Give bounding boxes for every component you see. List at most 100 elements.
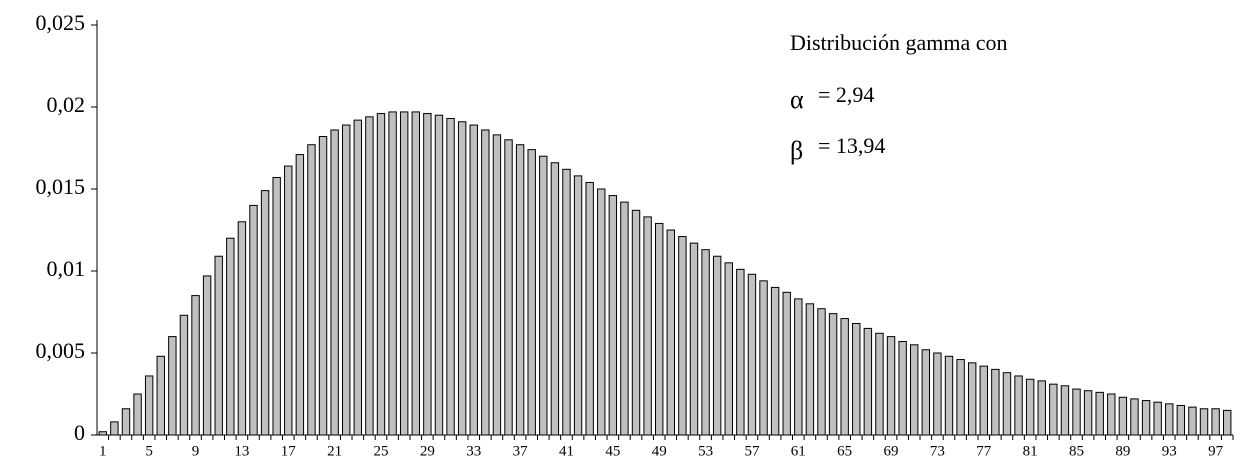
x-tick-label: 9 (192, 443, 200, 459)
bar (724, 262, 733, 436)
y-tick-label: 0,005 (36, 338, 86, 363)
bar (678, 236, 687, 436)
bar (249, 204, 258, 436)
x-tick-label: 81 (1023, 443, 1038, 459)
x-tick-label: 41 (559, 443, 574, 459)
bar (979, 365, 988, 436)
x-tick-label: 13 (234, 443, 249, 459)
bar (828, 313, 838, 436)
x-tick-label: 1 (99, 443, 107, 459)
bar (597, 188, 606, 436)
bar (1130, 398, 1139, 436)
bar (666, 229, 676, 436)
bar (840, 318, 849, 436)
bar (202, 275, 212, 436)
bar (562, 168, 571, 436)
bar (991, 368, 1000, 436)
bar (179, 314, 189, 436)
bar (794, 298, 803, 436)
x-tick-label: 49 (652, 443, 667, 459)
bar (1141, 400, 1151, 436)
bar (712, 255, 722, 436)
bar (121, 408, 131, 436)
bar (446, 117, 455, 436)
x-tick-label: 97 (1208, 443, 1224, 459)
bar (1107, 393, 1116, 436)
bar (399, 111, 409, 436)
bar (817, 308, 826, 436)
bar (353, 119, 363, 436)
bar (898, 341, 907, 436)
annotation: β (790, 136, 803, 165)
annotation: = 2,94 (818, 82, 874, 107)
bar (318, 136, 328, 436)
bar (295, 154, 305, 436)
bar (515, 144, 525, 436)
y-tick-label: 0,015 (36, 174, 86, 199)
x-tick-label: 45 (605, 443, 620, 459)
bar (388, 111, 397, 436)
bar (770, 286, 780, 436)
x-tick-label: 65 (837, 443, 852, 459)
x-tick-label: 53 (698, 443, 713, 459)
bar (1072, 388, 1081, 436)
bar (504, 139, 513, 436)
bar (423, 113, 432, 436)
bar (260, 190, 270, 436)
x-tick-label: 57 (744, 443, 760, 459)
bar (1176, 404, 1186, 436)
bar (492, 134, 502, 436)
x-tick-label: 89 (1115, 443, 1130, 459)
bar (1037, 380, 1046, 436)
x-tick-label: 5 (145, 443, 153, 459)
bar (1002, 372, 1012, 436)
bar (1211, 408, 1220, 436)
y-tick-label: 0,02 (47, 92, 86, 117)
bar (689, 242, 699, 436)
bar (736, 268, 745, 436)
bar (573, 175, 583, 436)
bar (654, 222, 664, 436)
bar (967, 362, 977, 436)
bar (110, 421, 119, 436)
bar (1049, 383, 1058, 436)
bar (1118, 396, 1128, 436)
x-tick-label: 69 (884, 443, 899, 459)
bar (1199, 408, 1209, 436)
bar (365, 116, 374, 436)
bar (539, 155, 548, 436)
bar (585, 181, 594, 436)
annotation: Distribución gamma con (790, 30, 1008, 55)
bar (191, 295, 200, 436)
bar (886, 336, 896, 436)
bar (933, 352, 942, 436)
bar (620, 201, 629, 436)
bar (550, 162, 560, 436)
bar (1165, 403, 1174, 436)
bar (226, 237, 235, 436)
bar (805, 303, 815, 436)
bar (156, 355, 165, 436)
bar (910, 344, 919, 436)
x-tick-label: 85 (1069, 443, 1084, 459)
bar (944, 355, 954, 436)
bar (527, 149, 536, 436)
bar (481, 129, 490, 436)
bar (342, 124, 351, 436)
y-tick-label: 0,01 (47, 256, 86, 281)
bar (272, 177, 281, 436)
bar (921, 349, 931, 436)
bar (747, 273, 757, 436)
bar (469, 124, 478, 436)
bar (1153, 401, 1162, 436)
bar (1188, 406, 1197, 436)
bar (643, 216, 652, 436)
x-tick-label: 93 (1162, 443, 1177, 459)
bar (1060, 385, 1070, 436)
x-tick-label: 77 (976, 443, 992, 459)
bar (330, 129, 339, 436)
x-tick-label: 37 (513, 443, 529, 459)
annotation: α (790, 85, 804, 114)
bar (434, 114, 444, 436)
